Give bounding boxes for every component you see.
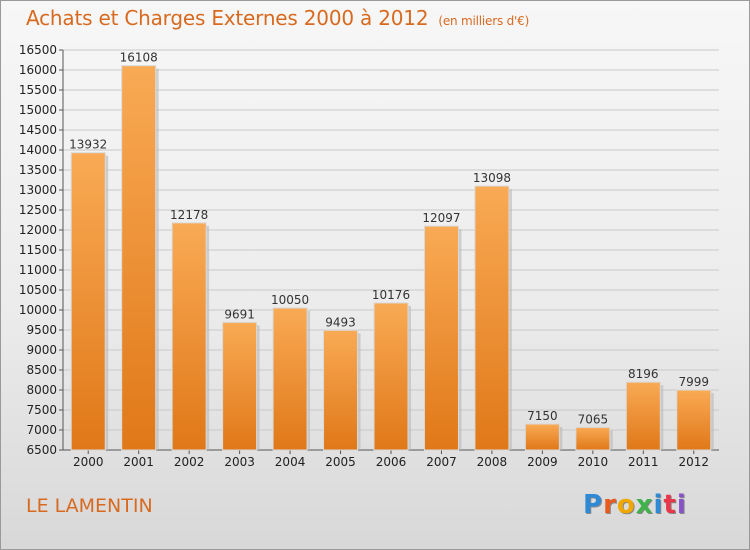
bar — [374, 303, 408, 450]
y-tick-label: 13000 — [19, 183, 57, 197]
y-tick-label: 10500 — [19, 283, 57, 297]
bar — [576, 427, 610, 450]
x-tick-label: 2010 — [578, 455, 609, 469]
y-tick-label: 10000 — [19, 303, 57, 317]
logo-letter: x — [636, 490, 654, 520]
y-tick-label: 6500 — [26, 443, 57, 457]
y-tick-label: 15500 — [19, 83, 57, 97]
bars — [71, 66, 714, 450]
logo-letter: P — [583, 490, 603, 520]
bar-value-label: 10176 — [372, 288, 410, 302]
y-tick-label: 14000 — [19, 143, 57, 157]
bar — [223, 322, 257, 450]
y-tick-label: 16000 — [19, 63, 57, 77]
bar-value-label: 9493 — [325, 315, 356, 329]
x-tick-label: 2008 — [477, 455, 508, 469]
bar — [677, 390, 711, 450]
x-tick-label: 2007 — [426, 455, 457, 469]
bar — [324, 330, 358, 450]
bar-value-label: 10050 — [271, 293, 309, 307]
bar-value-label: 12178 — [170, 208, 208, 222]
y-tick-label: 8000 — [26, 383, 57, 397]
logo-letter: i — [654, 490, 664, 520]
logo-letter: t — [663, 490, 676, 520]
y-tick-label: 11000 — [19, 263, 57, 277]
bar-value-label: 7150 — [527, 409, 558, 423]
bar — [525, 424, 559, 450]
bar-value-label: 7999 — [678, 375, 709, 389]
logo-letter: i — [677, 490, 687, 520]
proxiti-logo: Proxiti — [583, 490, 687, 520]
x-tick-label: 2006 — [376, 455, 407, 469]
logo-letter: r — [603, 490, 617, 520]
x-tick-label: 2005 — [325, 455, 356, 469]
bar — [475, 186, 509, 450]
x-tick-label: 2009 — [527, 455, 558, 469]
bar-value-label: 13098 — [473, 171, 511, 185]
location-label: LE LAMENTIN — [26, 495, 153, 517]
x-tick-label: 2001 — [123, 455, 154, 469]
y-tick-label: 14500 — [19, 123, 57, 137]
y-tick-label: 11500 — [19, 243, 57, 257]
y-tick-label: 12000 — [19, 223, 57, 237]
y-tick-label: 16500 — [19, 43, 57, 57]
bar — [172, 223, 206, 450]
x-tick-label: 2002 — [174, 455, 205, 469]
y-tick-label: 9000 — [26, 343, 57, 357]
bar-value-label: 9691 — [224, 307, 255, 321]
y-tick-label: 7000 — [26, 423, 57, 437]
bar — [273, 308, 307, 450]
x-tick-label: 2000 — [73, 455, 104, 469]
bar-value-label: 12097 — [422, 211, 460, 225]
y-tick-label: 15000 — [19, 103, 57, 117]
x-tick-label: 2003 — [224, 455, 255, 469]
y-tick-label: 12500 — [19, 203, 57, 217]
y-tick-label: 7500 — [26, 403, 57, 417]
bar-value-label: 16108 — [120, 51, 158, 65]
bar — [71, 153, 105, 450]
x-tick-label: 2011 — [628, 455, 659, 469]
x-tick-label: 2012 — [678, 455, 709, 469]
bar-value-label: 8196 — [628, 367, 659, 381]
bar — [122, 66, 156, 450]
y-tick-label: 13500 — [19, 163, 57, 177]
bar — [626, 382, 660, 450]
y-tick-label: 9500 — [26, 323, 57, 337]
bar-value-label: 7065 — [578, 412, 609, 426]
x-tick-label: 2004 — [275, 455, 306, 469]
bar — [424, 226, 458, 450]
logo-letter: o — [617, 490, 636, 520]
y-tick-label: 8500 — [26, 363, 57, 377]
bar-value-label: 13932 — [69, 138, 107, 152]
